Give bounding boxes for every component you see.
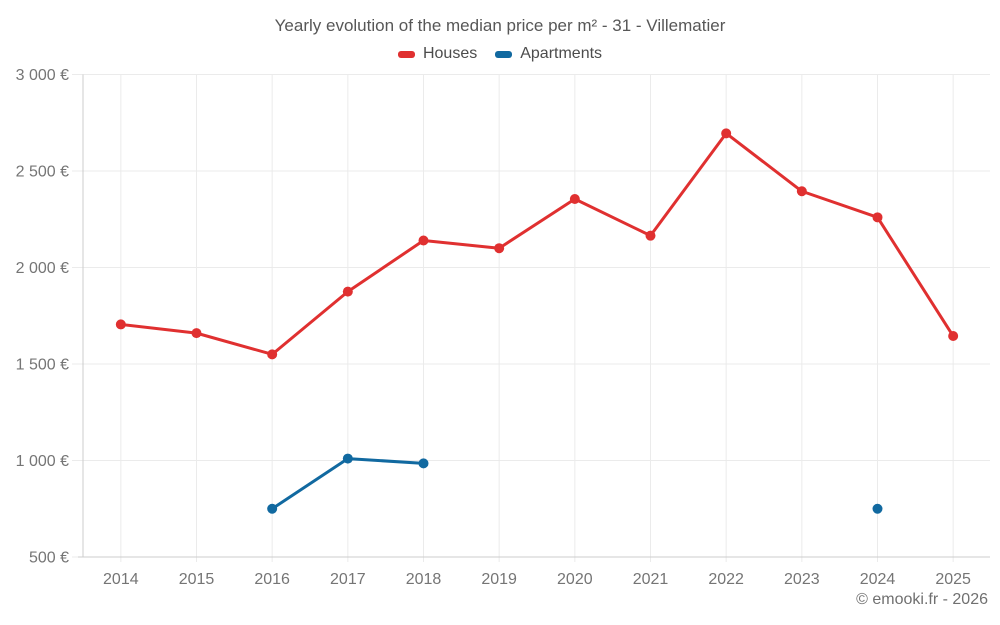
houses-data-point-2024[interactable]	[872, 212, 883, 223]
houses-data-point-2018[interactable]	[418, 235, 429, 246]
houses-data-point-2014[interactable]	[115, 319, 126, 330]
x-axis-tick-label: 2019	[481, 571, 517, 588]
apartments-data-point-2024[interactable]	[872, 503, 883, 514]
apartments-data-point-2017[interactable]	[342, 453, 353, 464]
apartments-data-point-2018[interactable]	[418, 458, 429, 469]
y-axis-tick-label: 1 500 €	[16, 357, 69, 374]
apartments-legend-swatch	[495, 50, 513, 58]
houses-data-point-2023[interactable]	[796, 186, 807, 197]
y-axis-tick-label: 2 500 €	[16, 164, 69, 181]
x-axis-tick-label: 2016	[254, 571, 290, 588]
chart-title: Yearly evolution of the median price per…	[274, 16, 726, 35]
houses-data-point-2020[interactable]	[569, 193, 580, 204]
houses-data-point-2022[interactable]	[721, 128, 732, 139]
apartments-legend-label: Apartments	[520, 45, 603, 62]
x-axis-tick-label: 2017	[330, 571, 366, 588]
houses-data-point-2019[interactable]	[494, 243, 505, 254]
legend-item-houses[interactable]: Houses	[397, 45, 478, 63]
x-axis-tick-label: 2018	[406, 571, 442, 588]
houses-series-line	[119, 131, 955, 356]
x-axis-tick-label: 2015	[179, 571, 215, 588]
x-axis-tick-label: 2021	[633, 571, 669, 588]
houses-data-point-2016[interactable]	[267, 349, 278, 360]
houses-data-point-2021[interactable]	[645, 230, 656, 241]
y-axis-tick-label: 500 €	[29, 550, 69, 567]
x-axis-tick-label: 2024	[860, 571, 896, 588]
legend: Houses Apartments	[0, 45, 1000, 63]
houses-data-point-2025[interactable]	[948, 331, 959, 342]
y-axis-tick-label: 3 000 €	[16, 67, 69, 84]
x-axis-tick-label: 2023	[784, 571, 820, 588]
legend-item-apartments[interactable]: Apartments	[495, 45, 602, 63]
x-axis-tick-label: 2022	[708, 571, 744, 588]
houses-data-point-2015[interactable]	[191, 328, 202, 339]
x-axis-tick-label: 2020	[557, 571, 593, 588]
copyright-text: © emooki.fr - 2026	[856, 591, 988, 608]
houses-data-point-2017[interactable]	[342, 286, 353, 297]
apartments-data-point-2016[interactable]	[267, 503, 278, 514]
houses-legend-label: Houses	[422, 45, 478, 62]
houses-legend-swatch	[397, 50, 415, 58]
y-axis-tick-label: 1 000 €	[16, 453, 69, 470]
y-axis-tick-label: 2 000 €	[16, 260, 69, 277]
x-axis-tick-label: 2025	[935, 571, 971, 588]
x-axis-tick-label: 2014	[103, 571, 139, 588]
